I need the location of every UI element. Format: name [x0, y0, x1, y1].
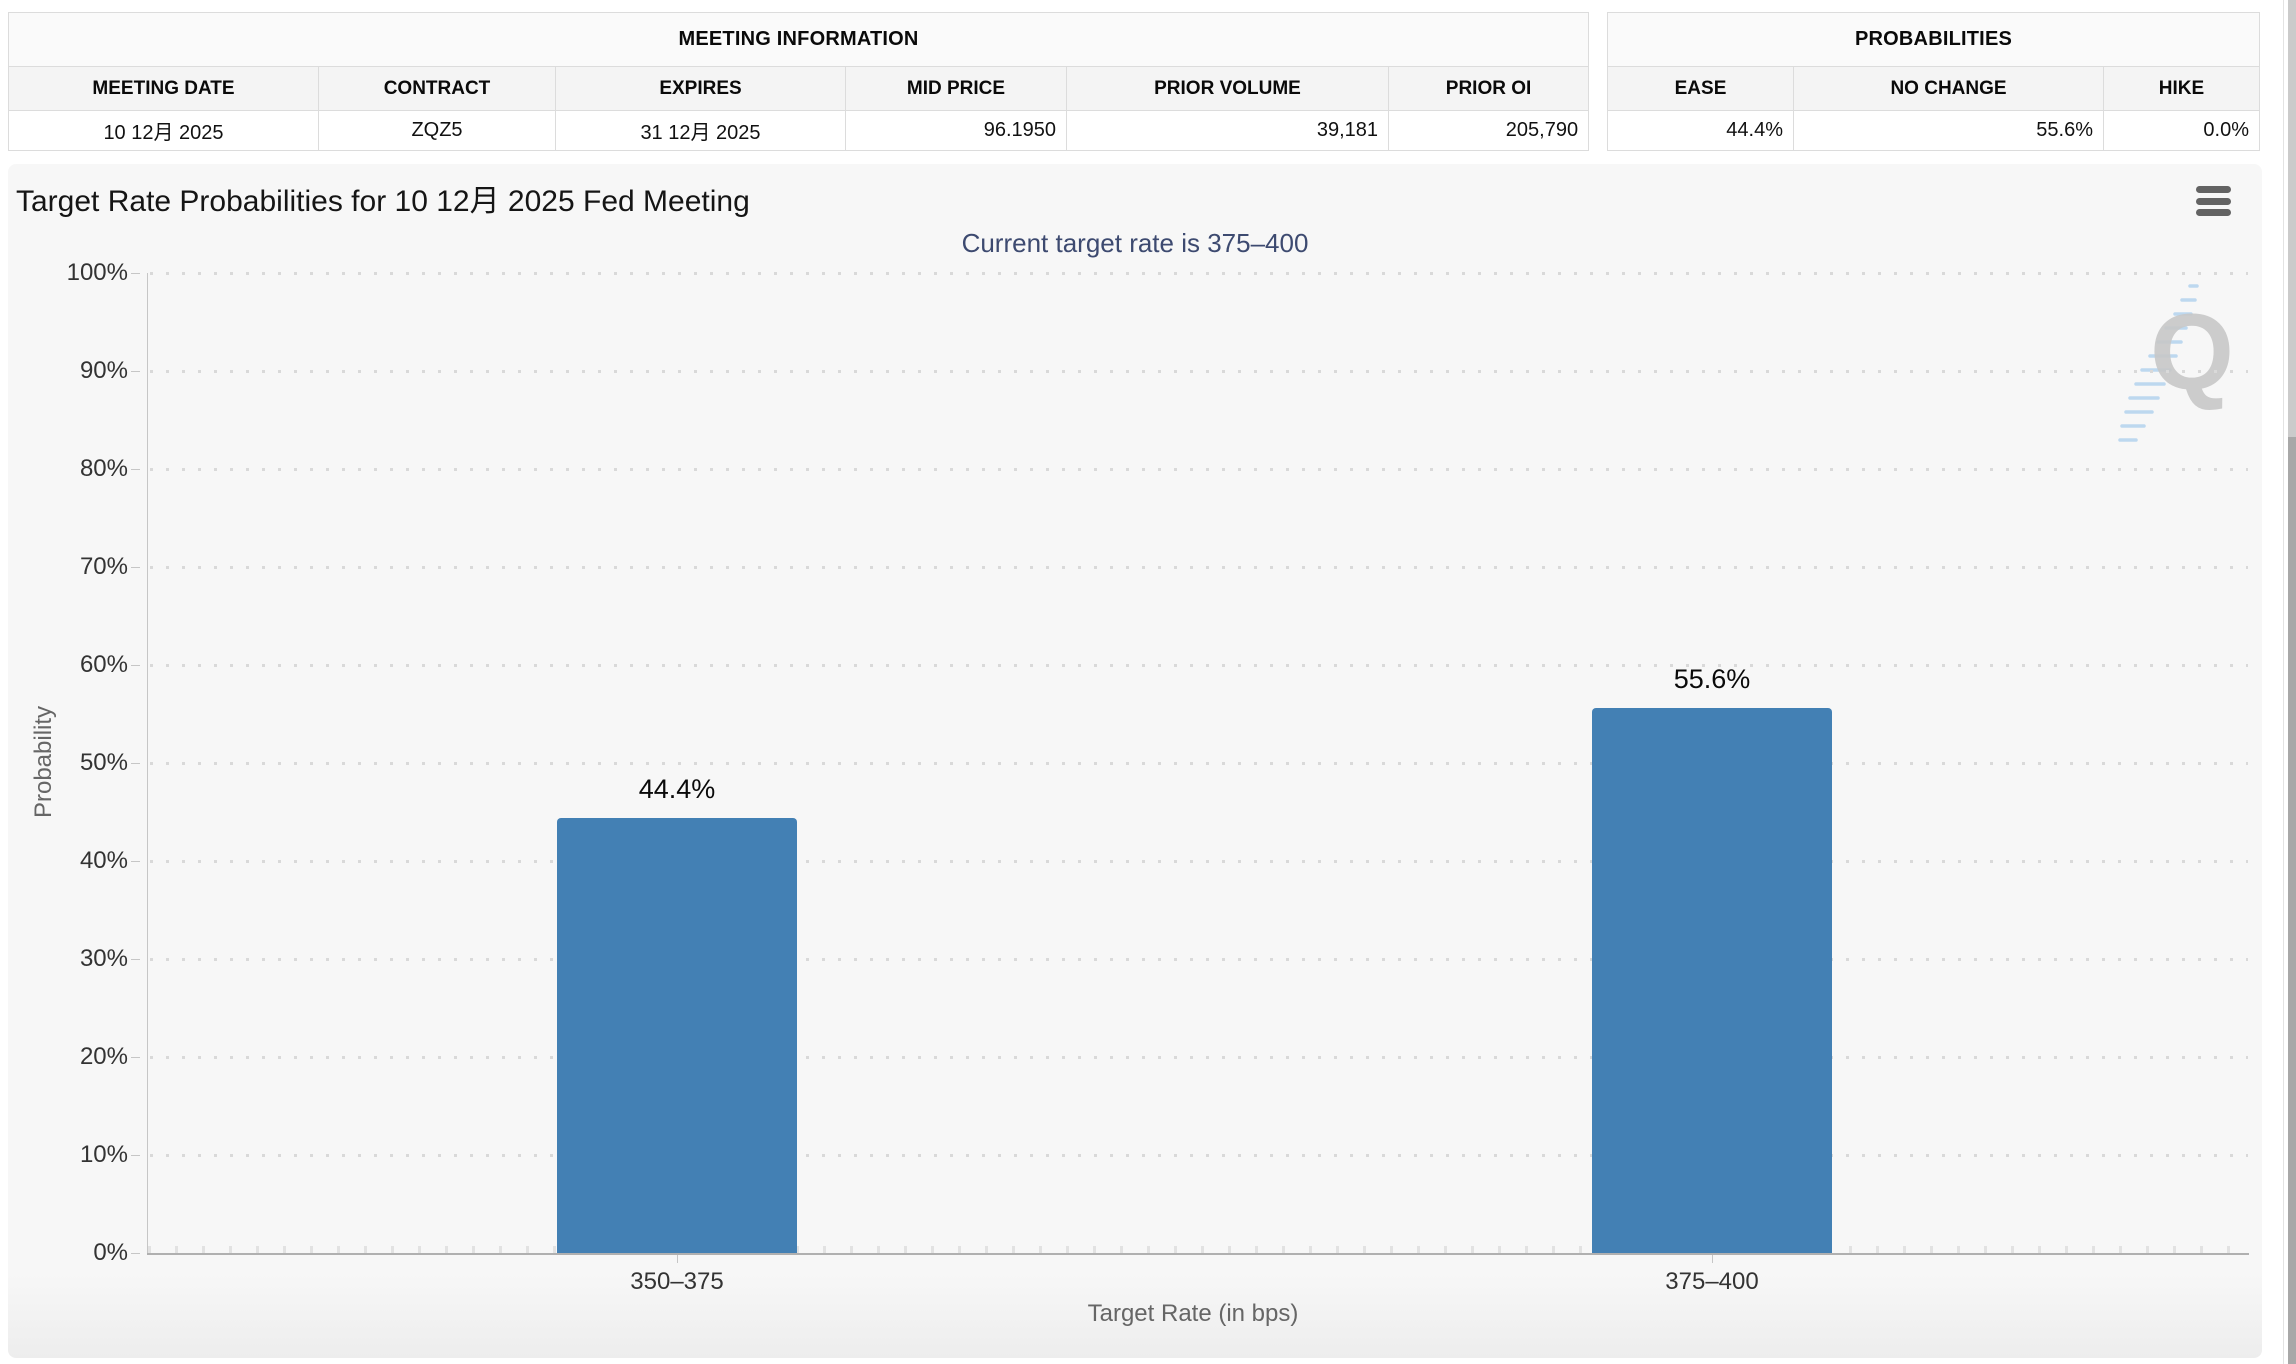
y-axis-tick-label: 60% — [79, 651, 128, 678]
y-axis-tick — [131, 959, 140, 960]
gridline-20 — [150, 1056, 2248, 1059]
hike-value: 0.0% — [2103, 110, 2260, 151]
page-edge-divider — [2283, 0, 2284, 1364]
x-axis-category-label: 350–375 — [630, 1268, 724, 1295]
y-axis-tick — [131, 1253, 140, 1254]
x-axis-category-tick — [1712, 1255, 1713, 1263]
gridline-100 — [150, 272, 2248, 275]
chart-title: Target Rate Probabilities for 10 12月 202… — [16, 185, 750, 218]
no-change-value: 55.6% — [1793, 110, 2104, 151]
probabilities-row: 44.4% 55.6% 0.0% — [1607, 110, 2260, 151]
chart-subtitle: Current target rate is 375–400 — [961, 228, 1309, 258]
hamburger-menu-icon — [2196, 197, 2231, 205]
y-axis-tick — [131, 273, 140, 274]
meeting-date-value: 10 12月 2025 — [8, 110, 319, 151]
y-axis-tick — [131, 665, 140, 666]
vertical-scrollbar-thumb[interactable] — [2288, 437, 2296, 1364]
meeting-information-title: MEETING INFORMATION — [7, 12, 1590, 67]
y-axis-tick-label: 30% — [79, 945, 128, 972]
hamburger-menu-icon — [2196, 186, 2231, 193]
gridline-40 — [150, 860, 2248, 863]
gridline-90 — [150, 370, 2248, 373]
col-header-expires: EXPIRES — [555, 66, 846, 111]
col-header-no-change: NO CHANGE — [1793, 66, 2104, 111]
col-header-hike: HIKE — [2103, 66, 2260, 111]
contract-value: ZQZ5 — [318, 110, 556, 151]
probabilities-table: PROBABILITIES EASE NO CHANGE HIKE 44.4% … — [1607, 12, 2260, 151]
x-axis-category-tick — [677, 1255, 678, 1263]
y-axis-tick — [131, 469, 140, 470]
y-axis-tick — [131, 567, 140, 568]
bar-value-label: 44.4% — [638, 773, 716, 804]
col-header-prior-oi: PRIOR OI — [1387, 66, 1590, 111]
y-axis-tick-label: 70% — [79, 553, 128, 580]
col-header-prior-volume: PRIOR VOLUME — [1066, 66, 1389, 111]
x-axis-minor-ticks — [148, 1246, 2248, 1253]
chart-context-menu-button[interactable] — [2196, 186, 2234, 220]
hamburger-menu-icon — [2196, 209, 2231, 216]
gridline-50 — [150, 762, 2248, 765]
x-axis-title: Target Rate (in bps) — [1087, 1300, 1299, 1327]
y-axis-tick-label: 20% — [79, 1043, 128, 1070]
col-header-meeting-date: MEETING DATE — [8, 66, 319, 111]
y-axis-tick — [131, 1155, 140, 1156]
meeting-information-table: MEETING INFORMATION MEETING DATE CONTRAC… — [7, 12, 1590, 151]
y-axis-tick-label: 40% — [79, 847, 128, 874]
prior-oi-value: 205,790 — [1387, 110, 1590, 151]
probability-bar-350–375 — [557, 817, 797, 1253]
col-header-ease: EASE — [1607, 66, 1794, 111]
gridline-60 — [150, 664, 2248, 667]
y-axis-line — [147, 273, 148, 1254]
y-axis-tick-label: 100% — [66, 259, 128, 286]
mid-price-value: 96.1950 — [845, 110, 1067, 151]
expires-value: 31 12月 2025 — [555, 110, 846, 151]
gridline-30 — [150, 958, 2248, 961]
meeting-information-row: 10 12月 2025 ZQZ5 31 12月 2025 96.1950 39,… — [8, 110, 1590, 151]
y-axis-tick-label: 90% — [79, 357, 128, 384]
x-axis-category-label: 375–400 — [1665, 1268, 1759, 1295]
y-axis-tick-label: 50% — [79, 749, 128, 776]
probability-bar-375–400 — [1592, 708, 1832, 1253]
y-axis-tick — [131, 371, 140, 372]
col-header-mid-price: MID PRICE — [845, 66, 1067, 111]
y-axis-tick — [131, 861, 140, 862]
x-axis-line — [147, 1253, 2249, 1255]
probabilities-title: PROBABILITIES — [1607, 12, 2260, 67]
col-header-contract: CONTRACT — [318, 66, 556, 111]
gridline-80 — [150, 468, 2248, 471]
gridline-10 — [150, 1154, 2248, 1157]
gridline-70 — [150, 566, 2248, 569]
y-axis-tick — [131, 763, 140, 764]
y-axis-tick-label: 10% — [79, 1141, 128, 1168]
prior-volume-value: 39,181 — [1066, 110, 1389, 151]
chart-card — [8, 164, 2262, 1358]
bar-value-label: 55.6% — [1673, 664, 1751, 695]
y-axis-tick-label: 80% — [79, 455, 128, 482]
y-axis-tick-label: 0% — [93, 1239, 128, 1266]
y-axis-tick — [131, 1057, 140, 1058]
ease-value: 44.4% — [1607, 110, 1794, 151]
